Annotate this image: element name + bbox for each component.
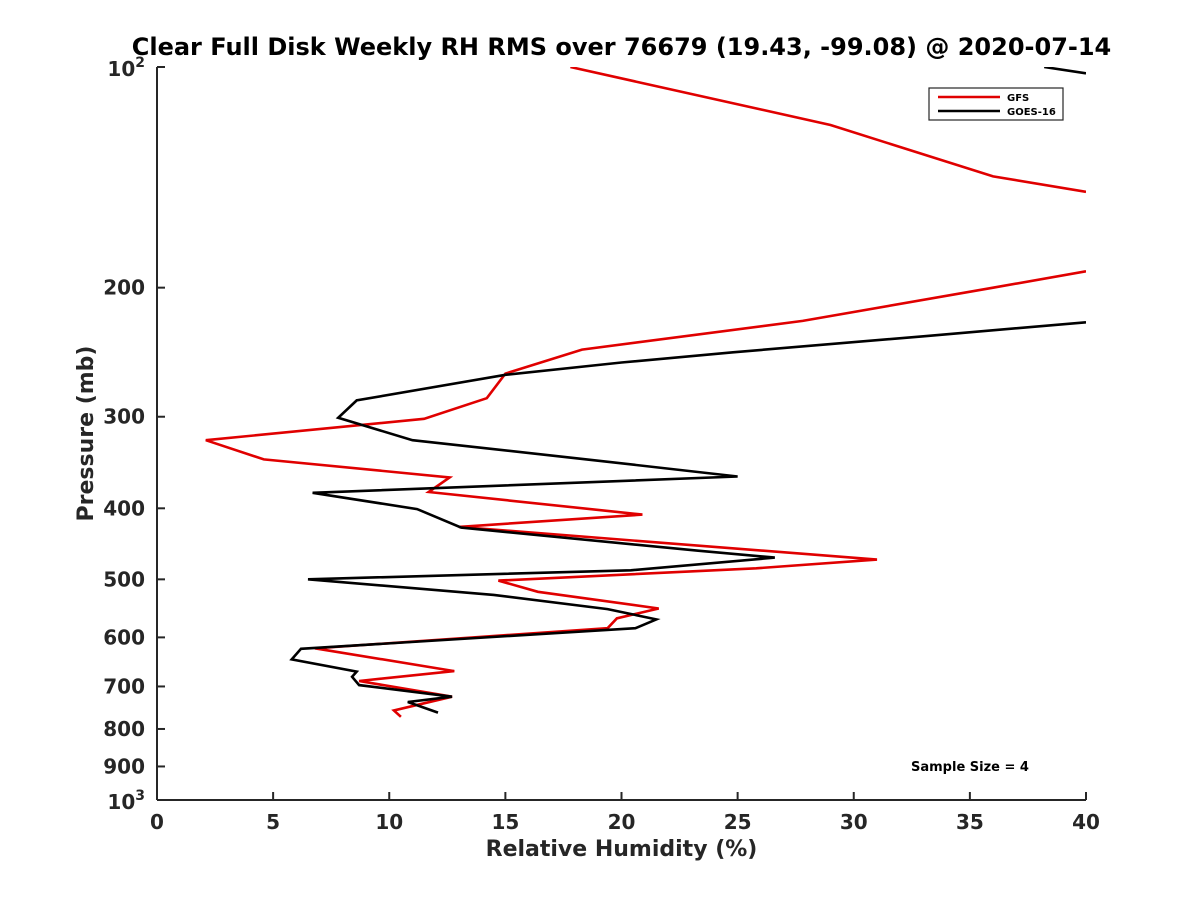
axes-layer: 0 5 10 15 20 25 30 35 40 102 200 300 400 500 600 700 800… <box>103 55 1100 834</box>
x-tick-label: 0 <box>150 810 164 834</box>
y-tick-label: 300 <box>103 405 145 429</box>
series-line-goes-16-1 <box>1044 67 1086 75</box>
y-tick-label: 500 <box>103 567 145 591</box>
series-layer <box>205 67 1086 718</box>
x-tick-label: 20 <box>608 810 636 834</box>
x-tick-label: 15 <box>491 810 519 834</box>
sample-size-annotation: Sample Size = 4 <box>911 760 1029 775</box>
x-axis-title: Relative Humidity (%) <box>486 837 758 862</box>
series-line-gfs-1 <box>570 67 1086 194</box>
x-tick-label: 40 <box>1072 810 1100 834</box>
legend-label-goes-16: GOES-16 <box>1007 107 1056 118</box>
x-tick-label: 35 <box>956 810 984 834</box>
x-tick-label: 25 <box>724 810 752 834</box>
x-tick-label: 30 <box>840 810 868 834</box>
y-tick-label: 900 <box>103 754 145 778</box>
series-line-gfs-2 <box>205 270 1086 718</box>
chart-title: Clear Full Disk Weekly RH RMS over 76679… <box>132 33 1112 61</box>
y-tick-label: 103 <box>107 788 145 814</box>
y-tick-label: 102 <box>107 55 145 81</box>
x-tick-label: 5 <box>266 810 280 834</box>
y-tick-label: 800 <box>103 717 145 741</box>
series-line-goes-16-2 <box>289 321 1086 714</box>
y-tick-label: 700 <box>103 674 145 698</box>
x-tick-label: 10 <box>375 810 403 834</box>
y-tick-label: 200 <box>103 276 145 300</box>
legend-label-gfs: GFS <box>1007 93 1029 104</box>
legend-box <box>928 87 1064 121</box>
y-axis-title: Pressure (mb) <box>74 346 99 522</box>
legend: GFS GOES-16 <box>928 87 1064 121</box>
y-tick-label: 600 <box>103 625 145 649</box>
y-tick-label: 400 <box>103 496 145 520</box>
